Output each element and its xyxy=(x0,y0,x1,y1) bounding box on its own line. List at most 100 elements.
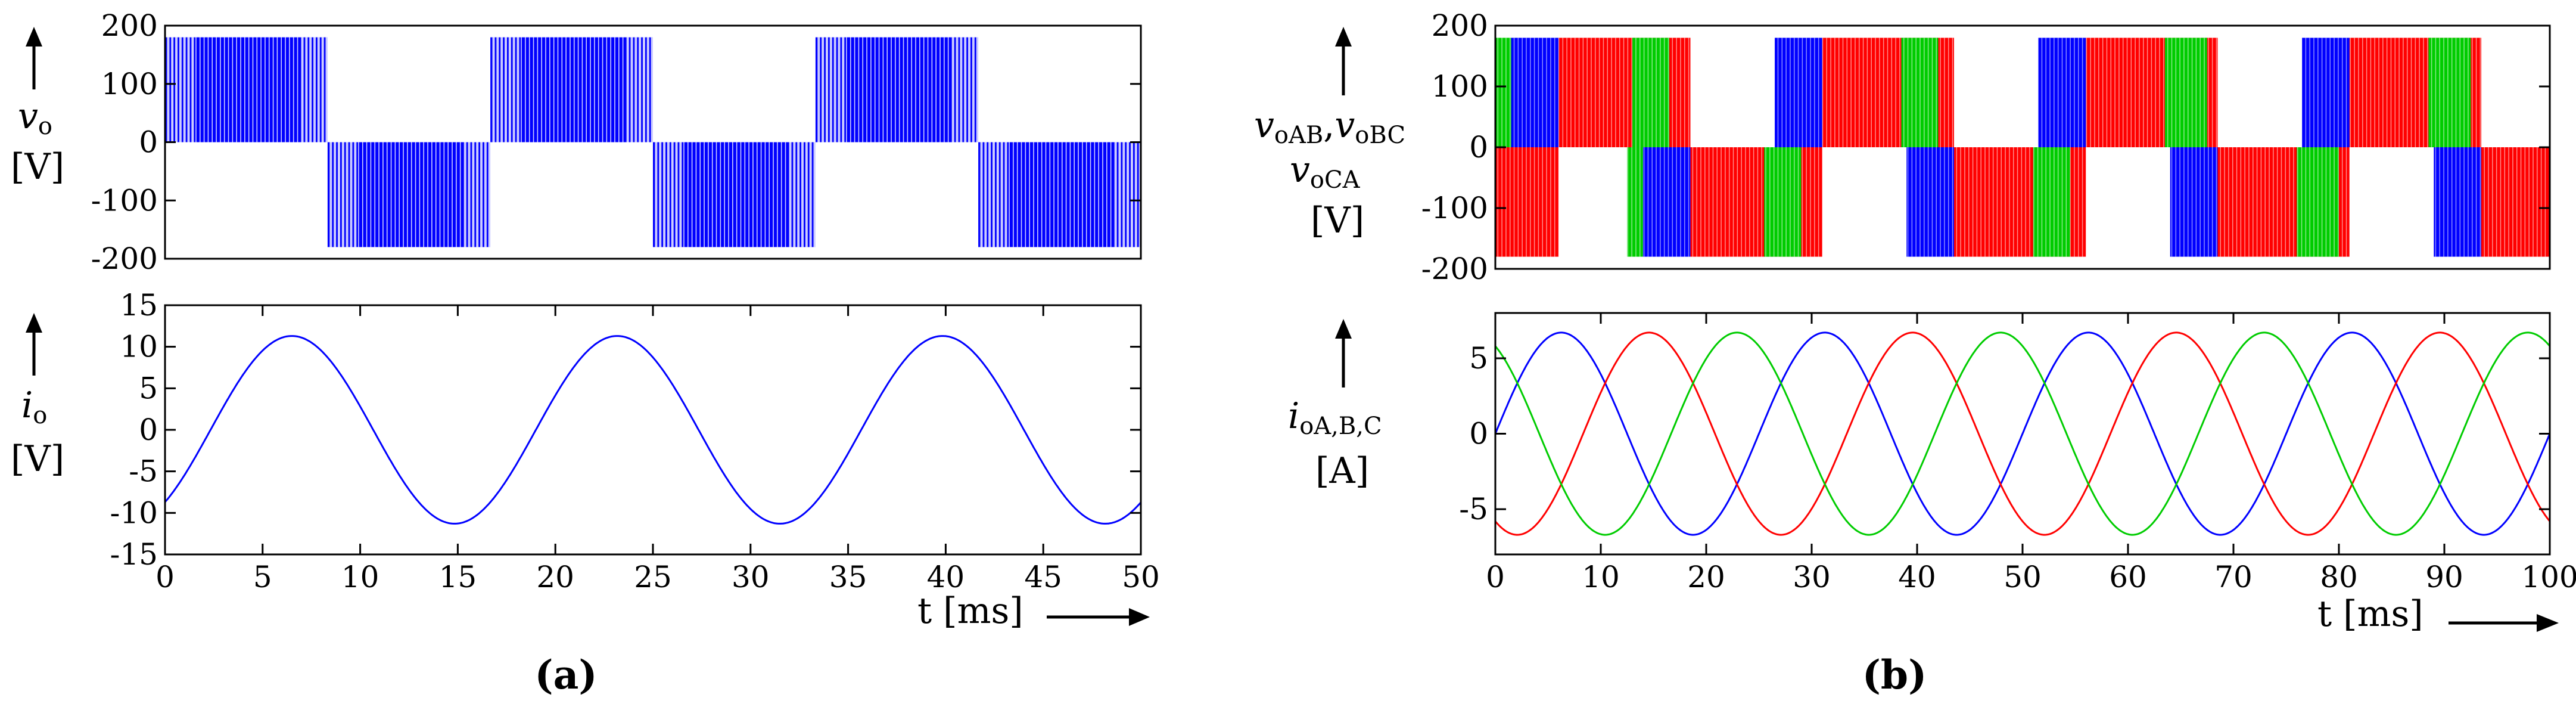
pwm-gap xyxy=(634,37,637,142)
a-top-plot-area xyxy=(165,37,1141,247)
pwm-gap xyxy=(2070,38,2071,257)
pwm-gap xyxy=(2415,38,2416,257)
x-tick-label: 50 xyxy=(2003,560,2042,594)
pwm-gap xyxy=(1696,38,1697,257)
a-top-ylabel-arrowhead-icon xyxy=(26,27,42,46)
pwm-gap xyxy=(2512,38,2513,257)
pwm-gap xyxy=(244,37,245,142)
pwm-gap xyxy=(594,37,595,142)
pwm-gap xyxy=(183,37,186,142)
y-tick-label: 200 xyxy=(101,8,158,43)
x-tick-label: 20 xyxy=(536,560,574,594)
pwm-gap xyxy=(2305,38,2307,257)
pwm-gap xyxy=(508,37,511,142)
pwm-gap xyxy=(1127,142,1130,247)
pwm-gap xyxy=(2146,38,2148,257)
pwm-gap xyxy=(374,142,376,247)
pwm-gap xyxy=(1570,38,1572,257)
pwm-gap xyxy=(947,37,949,142)
b-xlabel-arrowhead-icon xyxy=(2537,614,2559,632)
pwm-gap xyxy=(1859,38,1860,257)
pwm-gap xyxy=(891,37,892,142)
pwm-gap xyxy=(179,37,182,142)
pwm-gap xyxy=(651,37,654,142)
x-tick-label: 100 xyxy=(2521,560,2576,594)
a-bottom-y-ticks: 15 10 5 0 -5 -10 -15 xyxy=(110,288,1141,572)
pwm-gap xyxy=(2005,38,2006,257)
pwm-gap xyxy=(744,142,746,247)
pwm-gap xyxy=(228,37,229,142)
pwm-gap xyxy=(2195,38,2197,257)
pwm-gap xyxy=(972,37,975,142)
pwm-gap xyxy=(813,142,816,247)
pwm-gap xyxy=(370,142,372,247)
pwm-gap xyxy=(341,142,344,247)
pwm-gap xyxy=(736,142,738,247)
pwm-gap xyxy=(240,37,241,142)
panel-b-bottom: 50-5 0 10 20 30 40 50 60 70 80 90 100 ioA,B,C [A] … xyxy=(1288,312,2576,635)
x-tick-label: 15 xyxy=(439,560,477,594)
pwm-gap xyxy=(1627,38,1629,257)
x-tick-label: 40 xyxy=(1898,560,1936,594)
pwm-gap xyxy=(2439,38,2441,257)
pwm-gap xyxy=(1992,38,1994,257)
pwm-gap xyxy=(598,37,599,142)
pwm-gap xyxy=(2528,38,2530,257)
pwm-gap xyxy=(1635,38,1637,257)
a-bottom-ylabel-unit: [V] xyxy=(11,438,64,480)
pwm-gap xyxy=(874,37,876,142)
pwm-gap xyxy=(2496,38,2497,257)
pwm-gap xyxy=(2236,38,2238,257)
pwm-gap xyxy=(1009,142,1010,247)
pwm-gap xyxy=(1033,142,1034,247)
pwm-gap xyxy=(1102,142,1103,247)
pwm-gap xyxy=(614,37,615,142)
pwm-gap xyxy=(2012,38,2014,257)
pwm-gap xyxy=(549,37,550,142)
pwm-gap xyxy=(2228,38,2229,257)
pwm-gap xyxy=(2065,38,2067,257)
pwm-gap xyxy=(329,142,332,247)
y-tick-label: 5 xyxy=(1469,341,1488,376)
pwm-gap xyxy=(2204,38,2205,257)
x-tick-label: 60 xyxy=(2109,560,2147,594)
pwm-gap xyxy=(732,142,733,247)
pwm-gap xyxy=(785,142,786,247)
pwm-gap xyxy=(1781,38,1783,257)
pwm-gap xyxy=(2403,38,2404,257)
panel-b-caption: (b) xyxy=(1862,652,1927,698)
pwm-gap xyxy=(2151,38,2152,257)
pwm-gap xyxy=(2106,38,2108,257)
pwm-gap xyxy=(2211,38,2213,257)
pwm-gap xyxy=(1895,38,1896,257)
pwm-gap xyxy=(992,142,995,247)
pwm-gap xyxy=(1980,38,1981,257)
pwm-gap xyxy=(2244,38,2245,257)
pwm-gap xyxy=(537,37,539,142)
pwm-gap xyxy=(2139,38,2140,257)
pwm-gap xyxy=(1952,38,1953,257)
pwm-block-neg xyxy=(2434,147,2481,257)
pwm-gap xyxy=(309,37,312,142)
pwm-gap xyxy=(956,37,959,142)
pwm-gap xyxy=(1607,38,1609,257)
pwm-gap xyxy=(223,37,225,142)
pwm-gap xyxy=(984,142,987,247)
pwm-gap xyxy=(1061,142,1063,247)
pwm-gap xyxy=(2358,38,2359,257)
pwm-gap xyxy=(1834,38,1835,257)
pwm-gap xyxy=(1716,38,1718,257)
pwm-gap xyxy=(1106,142,1107,247)
x-tick-label: 30 xyxy=(1793,560,1831,594)
pwm-gap xyxy=(1911,38,1913,257)
pwm-gap xyxy=(699,142,701,247)
pwm-gap xyxy=(1802,38,1803,257)
pwm-gap xyxy=(2232,38,2233,257)
pwm-gap xyxy=(565,37,567,142)
pwm-gap xyxy=(496,37,499,142)
pwm-block-neg xyxy=(1764,147,1802,257)
y-tick-label: -15 xyxy=(110,537,158,572)
pwm-gap xyxy=(1684,38,1685,257)
pwm-gap xyxy=(1045,142,1047,247)
